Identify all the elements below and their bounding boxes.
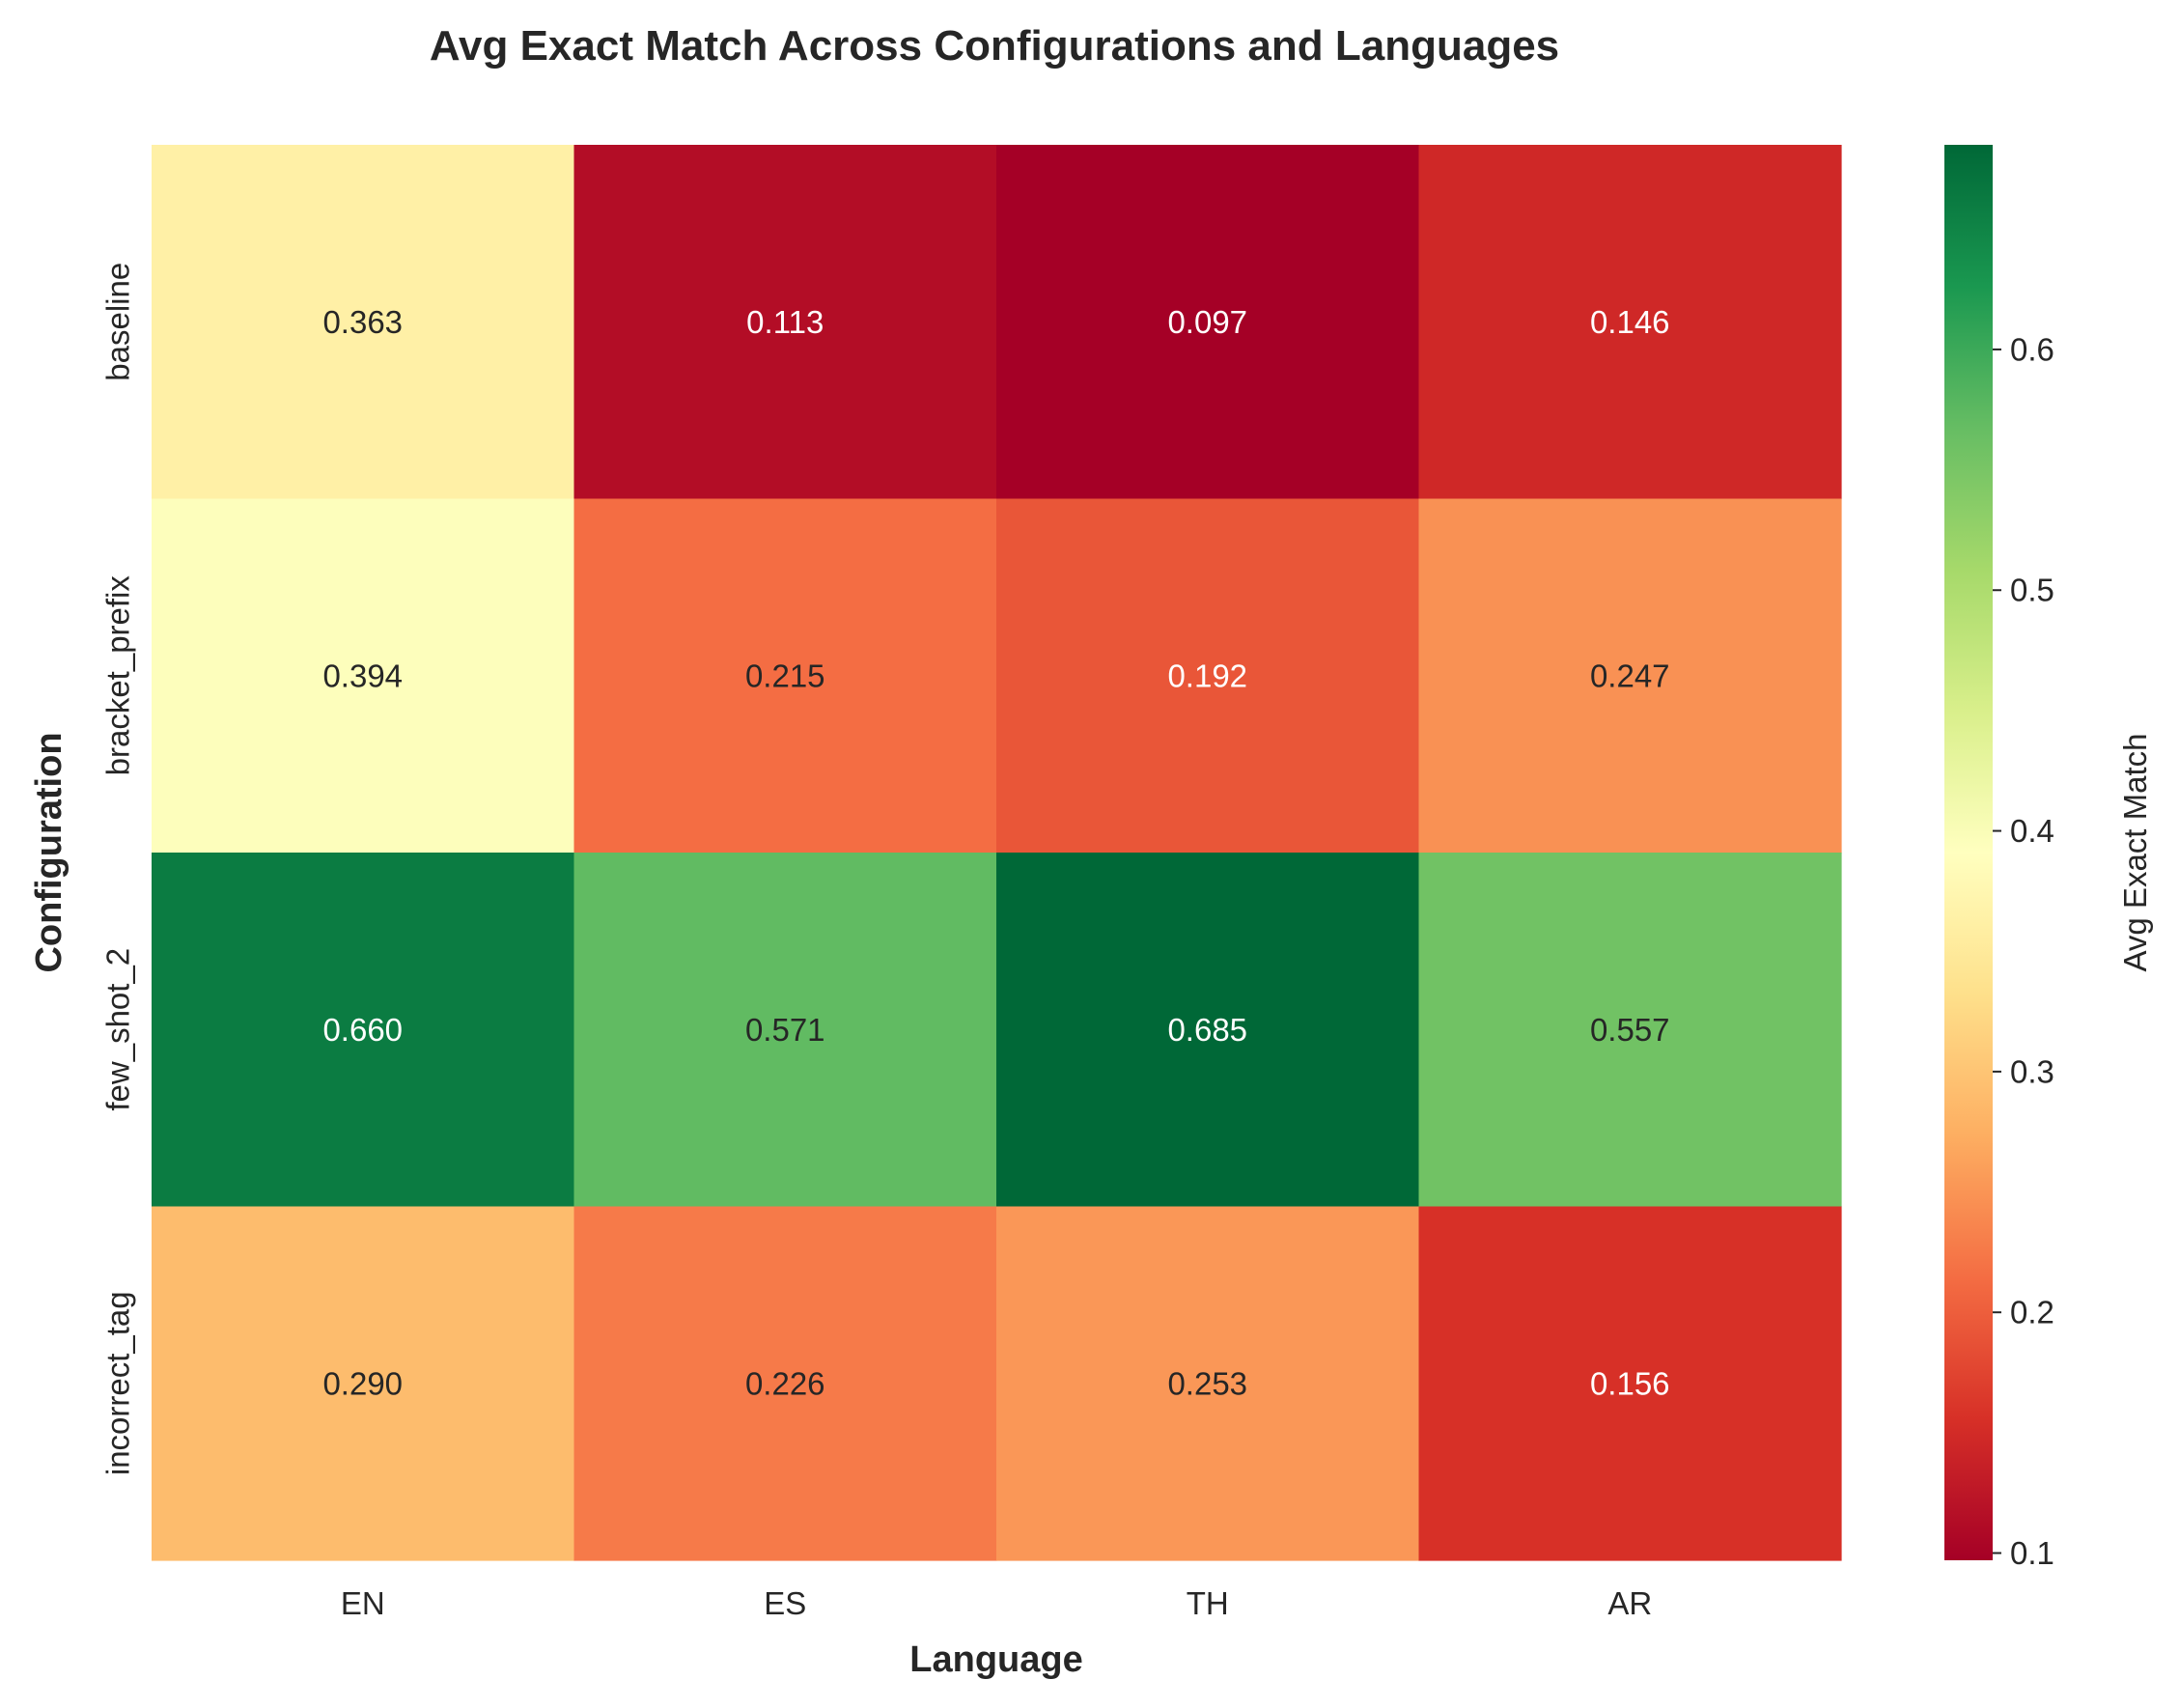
cell-value-label: 0.571 <box>745 1012 825 1048</box>
cell-value-label: 0.097 <box>1167 304 1247 340</box>
colorbar-tick-label: 0.1 <box>2010 1535 2054 1571</box>
cell-value-label: 0.215 <box>745 658 825 693</box>
y-tick-label: few_shot_2 <box>100 948 136 1111</box>
heatmap-cell <box>573 853 997 1208</box>
heatmap-cell <box>152 1206 575 1561</box>
x-tick-label: TH <box>1187 1585 1229 1621</box>
cell-value-label: 0.113 <box>746 304 824 340</box>
cell-value-label: 0.685 <box>1167 1012 1247 1048</box>
colorbar-tick-label: 0.4 <box>2010 813 2054 849</box>
x-axis-label: Language <box>909 1639 1082 1680</box>
cell-value-label: 0.557 <box>1590 1012 1670 1048</box>
heatmap-cell <box>996 1206 1420 1561</box>
heatmap-cell <box>573 498 997 854</box>
heatmap-cell <box>1418 1206 1842 1561</box>
cell-value-label: 0.253 <box>1167 1365 1247 1401</box>
y-tick-label: baseline <box>100 263 136 381</box>
cell-value-label: 0.247 <box>1590 658 1670 693</box>
heatmap-cell <box>573 145 997 500</box>
y-axis-label: Configuration <box>29 732 70 972</box>
x-tick-label: EN <box>341 1585 385 1621</box>
heatmap-cell <box>1418 498 1842 854</box>
heatmap-cells <box>152 145 1842 1561</box>
heatmap-cell-labels: 0.363 0.113 0.097 0.146 0.394 0.215 0.192 0.247… <box>322 304 1669 1402</box>
cell-value-label: 0.290 <box>322 1365 403 1401</box>
y-tick-label: incorrect_tag <box>100 1291 136 1475</box>
chart-title: Avg Exact Match Across Configurations an… <box>430 22 1559 70</box>
heatmap-cell <box>996 498 1420 854</box>
heatmap-cell <box>573 1206 997 1561</box>
colorbar-tick-label: 0.6 <box>2010 331 2054 367</box>
heatmap-cell <box>152 498 575 854</box>
colorbar-ticks: 0.1 0.2 0.3 0.4 0.5 0.6 <box>1993 331 2054 1571</box>
y-axis-ticks: baseline bracket_prefix few_shot_2 incorrec… <box>100 263 136 1475</box>
colorbar: 0.1 0.2 0.3 0.4 0.5 0.6 Avg Exact Match <box>1944 145 2153 1571</box>
cell-value-label: 0.660 <box>322 1012 403 1048</box>
heatmap-cell <box>996 853 1420 1208</box>
cell-value-label: 0.156 <box>1590 1365 1670 1401</box>
x-tick-label: AR <box>1607 1585 1652 1621</box>
cell-value-label: 0.394 <box>322 658 403 693</box>
y-tick-label: bracket_prefix <box>100 575 136 776</box>
cell-value-label: 0.192 <box>1167 658 1247 693</box>
heatmap-cell <box>1418 145 1842 500</box>
colorbar-tick-label: 0.5 <box>2010 573 2054 608</box>
heatmap-cell <box>152 145 575 500</box>
heatmap-cell <box>1418 853 1842 1208</box>
x-axis-ticks: EN ES TH AR <box>341 1585 1652 1621</box>
cell-value-label: 0.146 <box>1590 304 1670 340</box>
colorbar-tick-label: 0.2 <box>2010 1295 2054 1330</box>
heatmap-cell <box>152 853 575 1208</box>
colorbar-gradient <box>1944 145 1993 1560</box>
x-tick-label: ES <box>764 1585 806 1621</box>
cell-value-label: 0.226 <box>745 1365 825 1401</box>
colorbar-tick-label: 0.3 <box>2010 1053 2054 1089</box>
colorbar-label: Avg Exact Match <box>2117 733 2153 971</box>
cell-value-label: 0.363 <box>322 304 403 340</box>
heatmap-cell <box>996 145 1420 500</box>
